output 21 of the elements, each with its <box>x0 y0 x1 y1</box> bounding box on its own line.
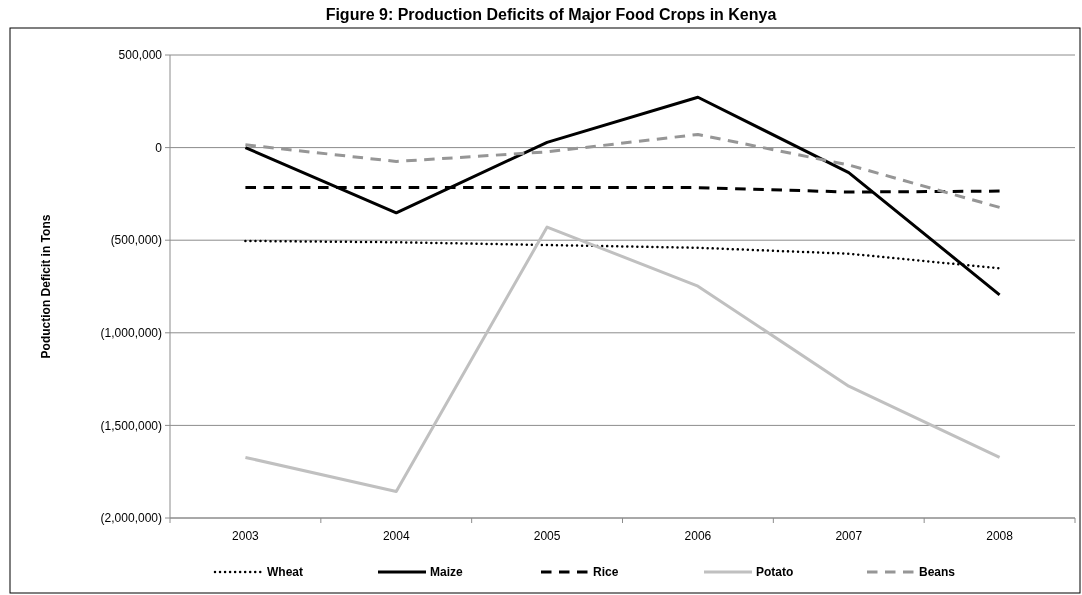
chart-title: Figure 9: Production Deficits of Major Food Crops in Kenya <box>325 6 777 23</box>
y-tick-label: (2,000,000) <box>100 511 162 526</box>
y-tick-label: (500,000) <box>110 233 162 248</box>
y-tick-label: (1,000,000) <box>100 326 162 340</box>
legend-label: Beans <box>919 565 956 580</box>
y-tick-label: 500,000 <box>118 48 163 63</box>
legend-label: Rice <box>593 565 619 580</box>
legend-label: Wheat <box>267 565 303 580</box>
x-tick-label: 2006 <box>684 529 712 543</box>
legend-label: Potato <box>756 565 794 580</box>
y-tick-label: (1,500,000) <box>100 418 162 433</box>
line-series <box>243 95 1002 297</box>
legend-label: Maize <box>430 565 463 580</box>
x-tick-label: 2007 <box>835 529 863 543</box>
x-tick-label: 2003 <box>232 529 260 543</box>
x-tick-label: 2005 <box>533 529 561 543</box>
y-axis-title: Poduction Deficit in Tons <box>39 214 53 359</box>
x-tick-label: 2004 <box>382 529 410 543</box>
y-tick-label: 0 <box>155 140 163 155</box>
line-series <box>243 225 1002 494</box>
x-tick-label: 2008 <box>986 529 1014 543</box>
